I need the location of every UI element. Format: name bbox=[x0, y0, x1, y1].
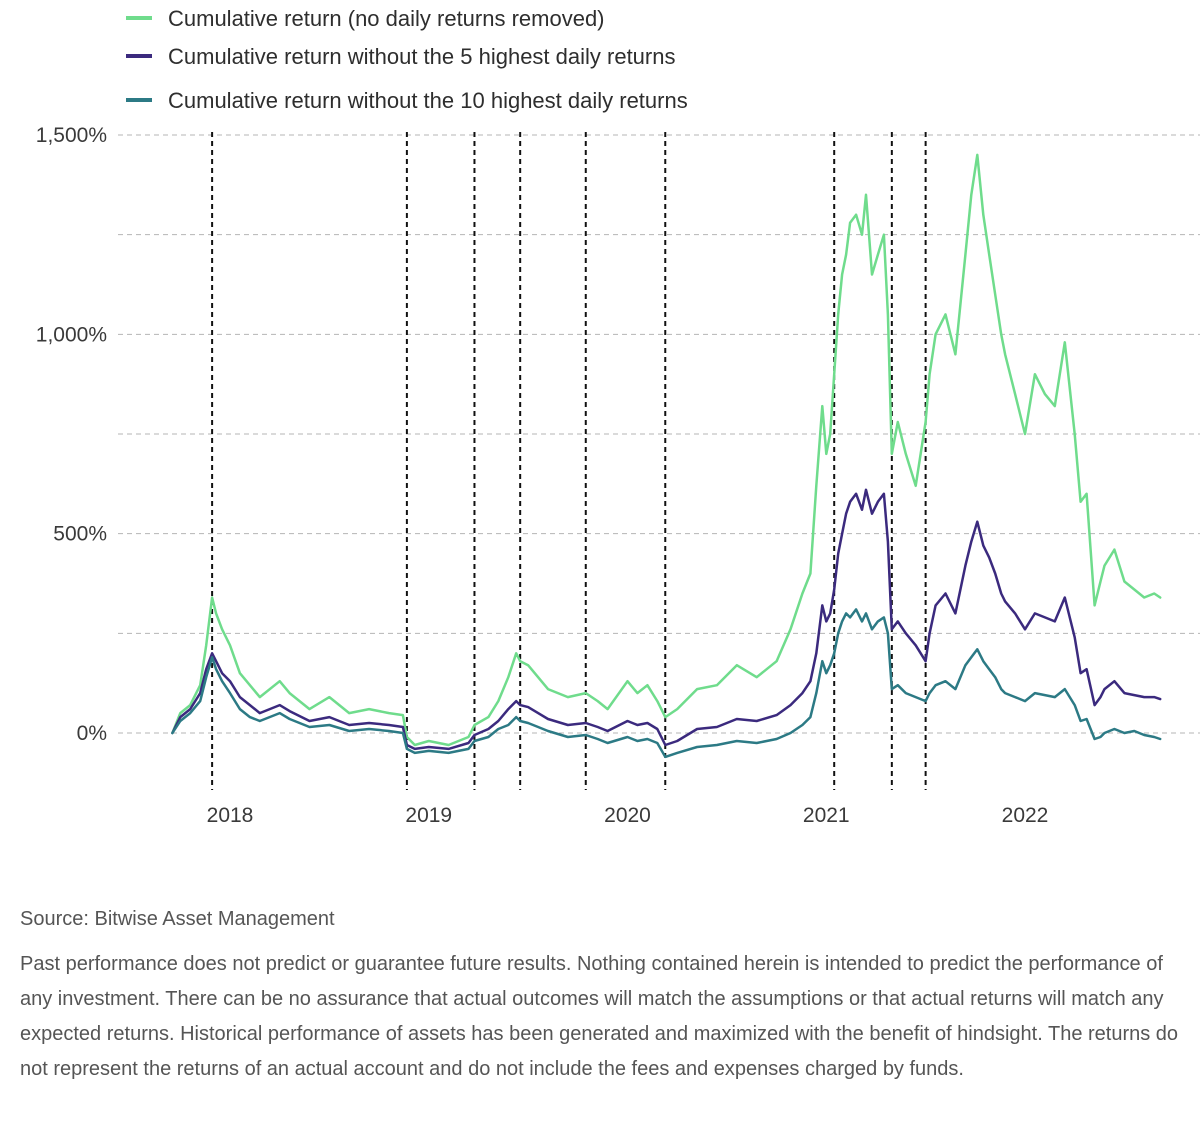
x-tick-label: 2018 bbox=[207, 804, 254, 827]
x-tick-label: 2019 bbox=[405, 804, 452, 827]
y-tick-label: 0% bbox=[77, 722, 107, 745]
legend-label-2: Cumulative return without the 5 highest … bbox=[168, 44, 675, 69]
disclaimer-note: Past performance does not predict or gua… bbox=[20, 953, 1179, 1080]
x-tick-label: 2022 bbox=[1002, 804, 1049, 827]
x-axis-ticks: 2018 2019 2020 2021 2022 bbox=[207, 804, 1049, 827]
legend-label-3: Cumulative return without the 10 highest… bbox=[168, 88, 688, 113]
event-lines bbox=[211, 132, 927, 790]
y-tick-label: 1,500% bbox=[36, 124, 107, 147]
x-tick-label: 2020 bbox=[604, 804, 651, 827]
series-line-3 bbox=[171, 608, 1162, 759]
y-tick-label: 1,000% bbox=[36, 323, 107, 346]
series-line-2 bbox=[171, 488, 1162, 751]
series-lines bbox=[171, 153, 1162, 759]
y-gridlines bbox=[118, 134, 1200, 734]
source-note: Source: Bitwise Asset Management bbox=[20, 908, 335, 930]
y-tick-label: 500% bbox=[53, 523, 107, 546]
cumulative-return-chart: Cumulative return (no daily returns remo… bbox=[36, 6, 1200, 827]
series-line-1 bbox=[171, 153, 1162, 747]
chart-legend: Cumulative return (no daily returns remo… bbox=[126, 6, 688, 113]
x-tick-label: 2021 bbox=[803, 804, 850, 827]
y-axis-ticks: 0% 500% 1,000% 1,500% bbox=[36, 124, 107, 745]
legend-label-1: Cumulative return (no daily returns remo… bbox=[168, 6, 605, 31]
